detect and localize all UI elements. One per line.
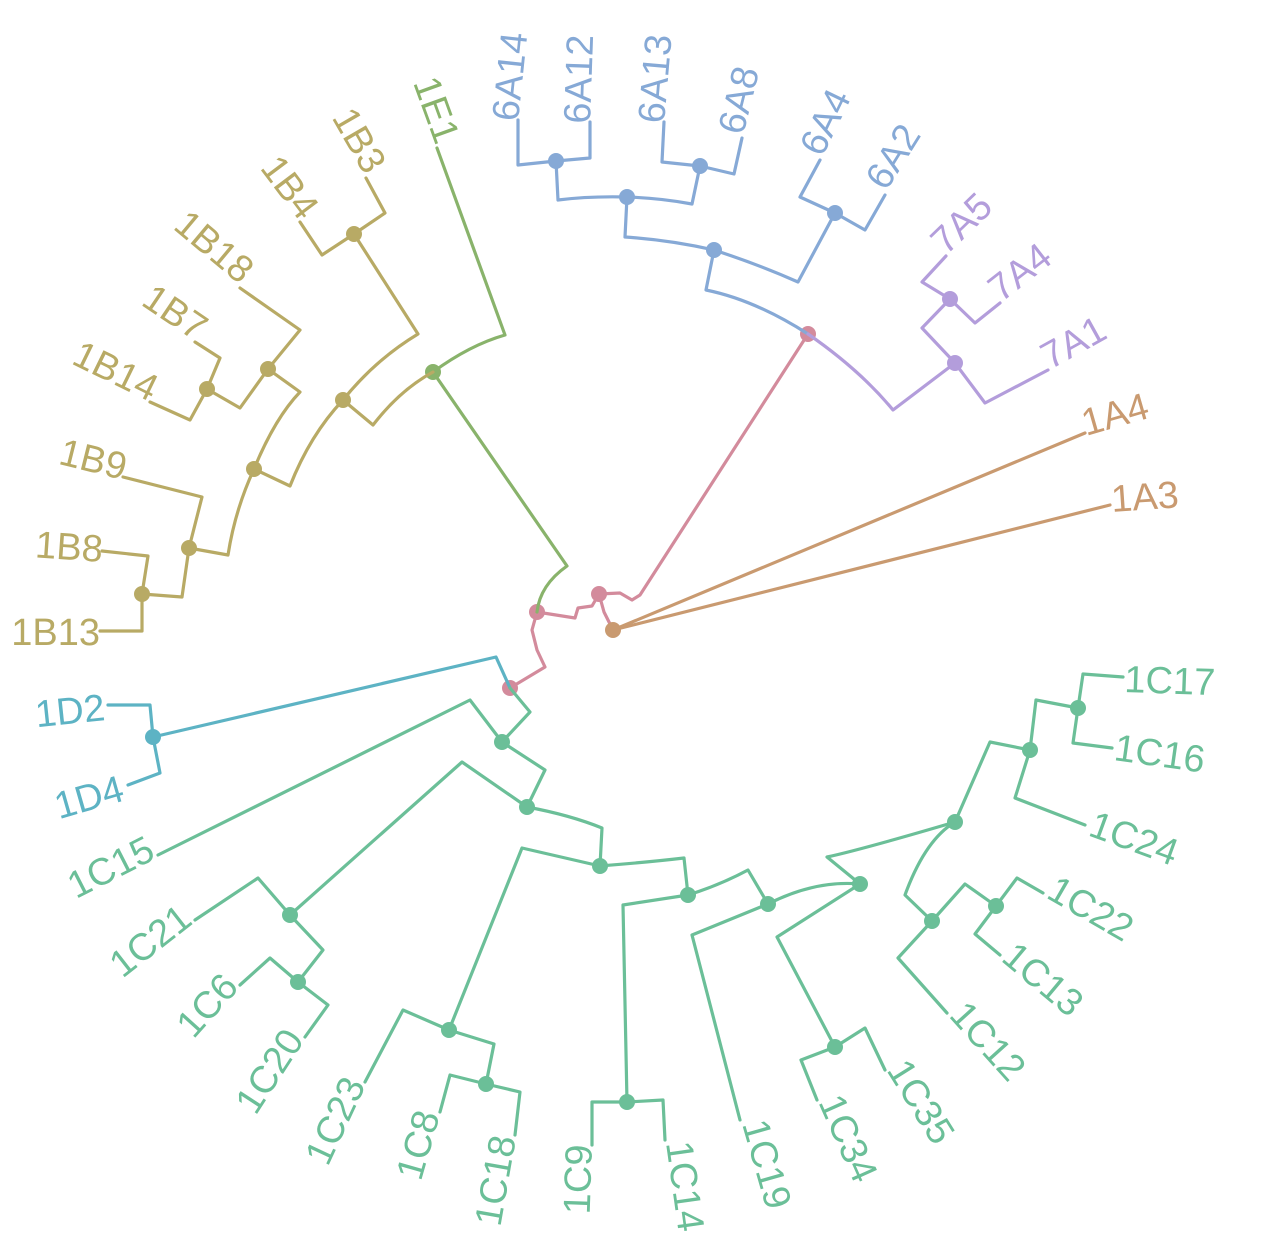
leaf-label: 1C19 — [733, 1115, 798, 1214]
leaf-label: 1C8 — [389, 1106, 449, 1185]
leaf-label: 7A5 — [923, 185, 1001, 262]
leaf-label: 1B13 — [11, 612, 100, 654]
leaf-label: 1C21 — [102, 897, 199, 986]
leaf-label: 1B7 — [135, 277, 215, 350]
leaf-label: 6A13 — [631, 33, 681, 125]
leaf-label: 1C17 — [1124, 659, 1216, 704]
leaf-label: 1C20 — [228, 1022, 313, 1121]
clade-1d-branches — [106, 655, 512, 787]
clade-1b-branches — [98, 176, 435, 633]
labels-6a: 6A14 6A12 6A13 6A8 6A4 6A2 — [485, 30, 929, 196]
leaf-label: 1C23 — [298, 1071, 374, 1171]
leaf-label: 1C22 — [1041, 868, 1141, 950]
leaf-label: 1A4 — [1077, 386, 1154, 445]
leaf-label: 1B14 — [66, 333, 164, 410]
leaf-label: 1C14 — [657, 1138, 711, 1234]
leaf-label: 7A4 — [981, 235, 1060, 310]
leaf-label: 6A14 — [485, 30, 536, 123]
branch-root-down — [508, 610, 547, 690]
clade-7a-nodes — [942, 291, 963, 371]
leaf-label: 7A1 — [1034, 308, 1114, 378]
clade-1c-branches — [156, 672, 1125, 1147]
node-root-upper — [591, 586, 607, 602]
labels-1d: 1D2 1D4 — [33, 687, 128, 828]
clade-6a-nodes — [548, 153, 843, 258]
clade-1c-nodes — [282, 700, 1086, 1110]
leaf-label: 6A2 — [858, 117, 929, 197]
leaf-label: 1B18 — [166, 203, 261, 292]
leaf-label: 6A4 — [792, 83, 859, 162]
clade-1a-branches — [611, 431, 1112, 632]
leaf-label: 1A3 — [1110, 474, 1180, 521]
clade-1b-nodes — [134, 226, 362, 602]
leaf-label: 1C34 — [810, 1089, 885, 1189]
leaf-label: 6A12 — [557, 34, 602, 124]
labels-1c: 1C17 1C16 1C24 1C22 1C13 1C12 1C35 1C34 … — [61, 659, 1216, 1234]
clade-1d-nodes — [145, 729, 161, 745]
branch-root-to-6a7a — [597, 332, 810, 602]
clade-1e-branches — [431, 146, 569, 614]
leaf-label: 1E1 — [404, 71, 467, 149]
branch-root-core — [535, 592, 601, 620]
leaf-label: 1B9 — [55, 432, 131, 489]
leaf-label: 1B8 — [34, 524, 104, 571]
clade-1a-nodes — [605, 622, 621, 638]
leaf-label: 1C15 — [61, 829, 161, 908]
leaf-label: 1C35 — [878, 1053, 962, 1152]
leaf-label: 1C18 — [468, 1132, 525, 1229]
labels-1e: 1E1 — [404, 71, 467, 149]
leaf-label: 1C13 — [994, 935, 1091, 1026]
backbone-nodes — [502, 326, 816, 696]
leaf-label: 1D4 — [50, 768, 129, 828]
backbone-branches — [508, 332, 810, 690]
leaf-label: 6A8 — [711, 62, 768, 138]
leaf-label: 1C24 — [1084, 804, 1184, 875]
leaf-label: 1D2 — [33, 687, 107, 736]
labels-1b: 1B3 1B4 1B18 1B7 1B14 1B9 1B8 1B13 — [11, 101, 393, 654]
leaf-label: 1C12 — [941, 994, 1033, 1090]
leaf-label: 1C9 — [557, 1144, 601, 1215]
labels-7a: 7A5 7A4 7A1 — [923, 185, 1113, 378]
leaf-label: 1B3 — [323, 101, 393, 181]
labels-1a: 1A4 1A3 — [1077, 386, 1180, 521]
leaf-label: 1B4 — [252, 148, 326, 227]
leaf-label: 1C6 — [169, 966, 247, 1046]
clade-7a-branches — [806, 254, 1050, 412]
leaf-label: 1C16 — [1112, 727, 1208, 781]
